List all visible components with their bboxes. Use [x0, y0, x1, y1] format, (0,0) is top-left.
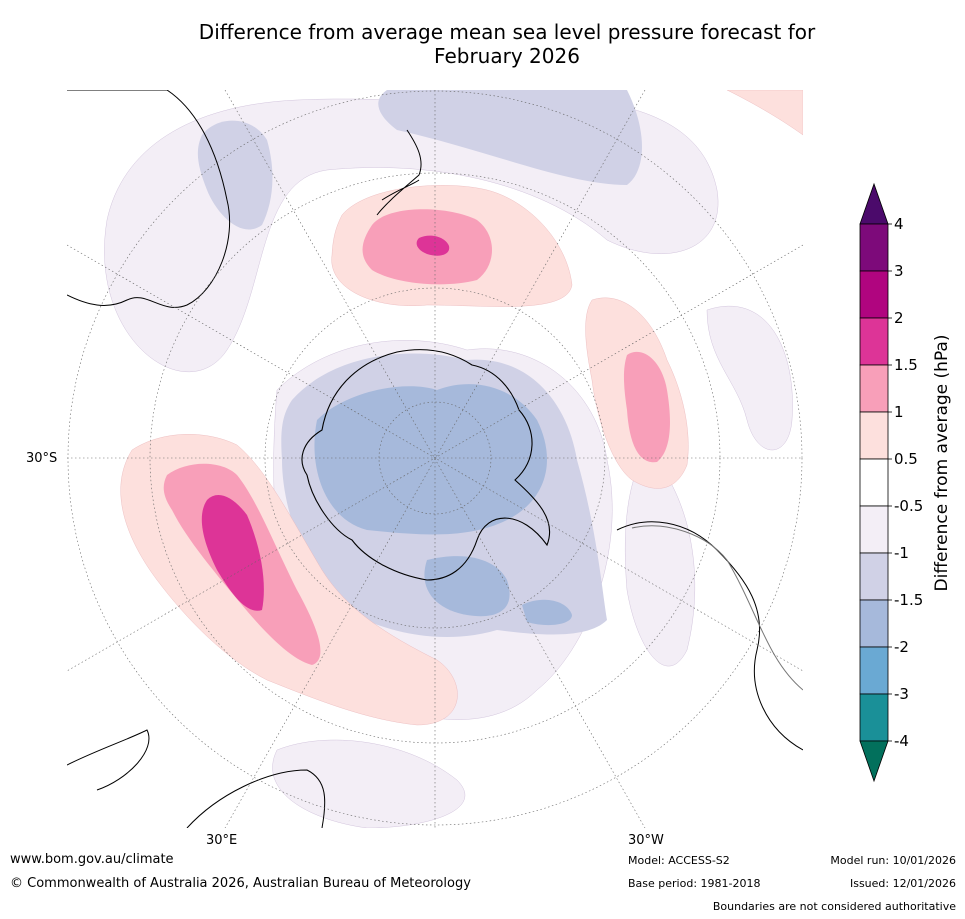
colorbar-swatch	[859, 599, 889, 648]
lat-label-30s: 30°S	[26, 451, 58, 466]
africa-coastline	[67, 729, 326, 828]
colorbar-tick-label: -4	[894, 732, 909, 750]
colorbar-swatches	[859, 182, 889, 783]
colorbar-swatch	[859, 646, 889, 695]
andes-outline	[631, 525, 803, 691]
colorbar-swatch	[859, 223, 889, 272]
footer-url: www.bom.gov.au/climate	[10, 852, 174, 867]
polar-map	[67, 90, 803, 828]
graticule	[67, 90, 803, 828]
colorbar-tick-label: -1.5	[894, 591, 923, 609]
colorbar-tick-label: 4	[894, 215, 904, 233]
colorbar-tick-label: 3	[894, 262, 904, 280]
colorbar-swatch	[859, 693, 889, 742]
colorbar-swatch	[859, 458, 889, 507]
colorbar-swatch	[859, 317, 889, 366]
colorbar-tick-label: -2	[894, 638, 909, 656]
colorbar-extend-top	[859, 182, 889, 225]
title-line-1: Difference from average mean sea level p…	[198, 20, 816, 44]
colorbar-tick-labels: 4 3 2 1.5 1 0.5 -0.5 -1 -1.5 -2 -3 -4	[888, 215, 923, 750]
australia-coastline	[67, 90, 231, 308]
colorbar-extend-bottom	[859, 740, 889, 783]
colorbar-tick-label: -0.5	[894, 497, 923, 515]
chart-title: Difference from average mean sea level p…	[0, 20, 965, 68]
colorbar-swatch	[859, 270, 889, 319]
colorbar-swatch	[859, 505, 889, 554]
colorbar-tick-label: -3	[894, 685, 909, 703]
colorbar-tick-label: 1	[894, 403, 904, 421]
colorbar: 4 3 2 1.5 1 0.5 -0.5 -1 -1.5 -2 -3 -4 Difference fr…	[859, 182, 952, 783]
footer-issued: Issued: 12/01/2026	[849, 877, 956, 890]
anomaly-pos-1.5-region	[201, 235, 450, 611]
colorbar-swatch	[859, 552, 889, 601]
footer-disclaimer: Boundaries are not considered authoritat…	[712, 900, 956, 913]
lon-label-30e: 30°E	[206, 833, 238, 848]
colorbar-tick-label: 0.5	[894, 450, 918, 468]
footer-model-run: Model run: 10/01/2026	[830, 854, 956, 867]
footer-copyright: © Commonwealth of Australia 2026, Austra…	[10, 876, 471, 891]
colorbar-tick-label: -1	[894, 544, 909, 562]
colorbar-tick-label: 1.5	[894, 356, 918, 374]
title-line-2: February 2026	[434, 44, 580, 68]
footer-base-period: Base period: 1981-2018	[628, 877, 761, 890]
colorbar-tick-label: 2	[894, 309, 904, 327]
colorbar-label: Difference from average (hPa)	[932, 335, 952, 592]
colorbar-swatch	[859, 411, 889, 460]
footer-model: Model: ACCESS-S2	[628, 854, 730, 867]
new-zealand-coastline	[376, 129, 422, 216]
colorbar-swatch	[859, 364, 889, 413]
lon-label-30w: 30°W	[628, 833, 664, 848]
south-america-coastline	[616, 521, 803, 751]
antarctica-coastline	[301, 349, 551, 581]
